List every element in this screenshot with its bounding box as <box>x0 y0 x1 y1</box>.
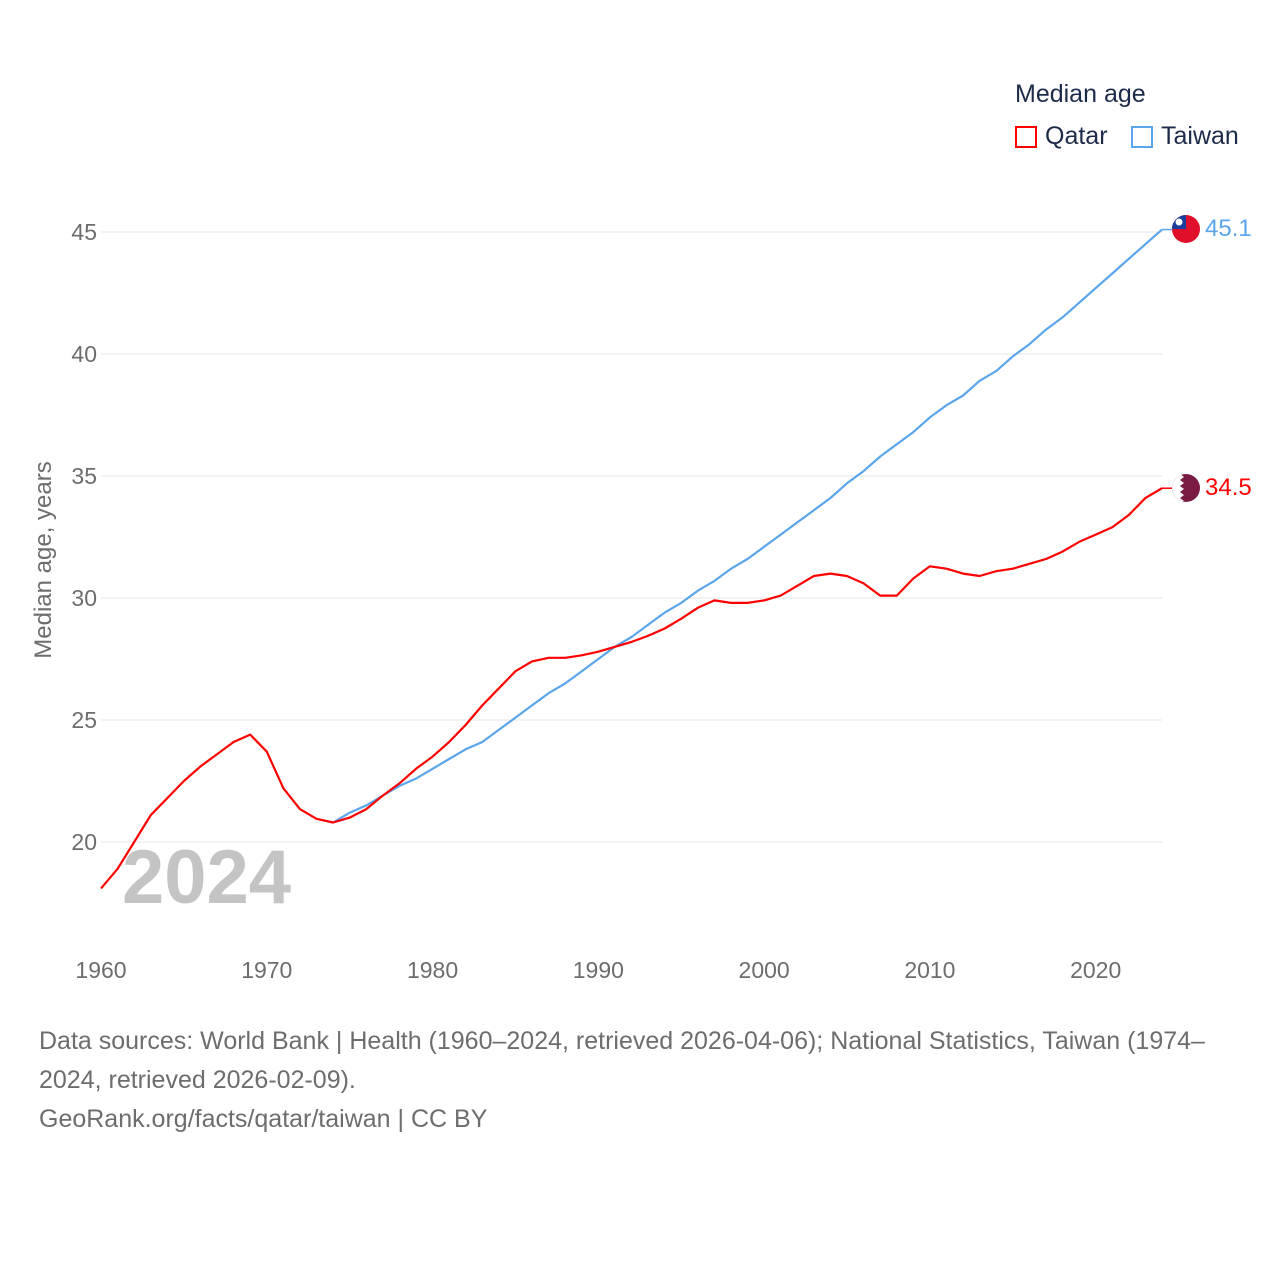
taiwan-flag-icon <box>1172 215 1200 243</box>
y-tick-label: 45 <box>71 219 97 245</box>
legend-swatch-taiwan <box>1131 125 1153 148</box>
line-chart: 20 25 30 35 40 45 1960 1970 1980 1990 2000 2010 202… <box>30 215 1252 983</box>
x-tick-label: 2020 <box>1070 957 1121 983</box>
taiwan-end-label: 45.1 <box>1205 215 1252 242</box>
series-line-taiwan <box>332 228 1163 824</box>
y-tick-label: 25 <box>71 707 97 733</box>
legend-title: Median age <box>1015 80 1146 108</box>
y-tick-label: 40 <box>71 341 97 367</box>
qatar-flag-icon <box>1172 474 1200 502</box>
y-tick-label: 30 <box>71 585 97 611</box>
legend-item-qatar[interactable]: Qatar <box>1015 122 1108 151</box>
x-tick-label: 1960 <box>75 957 126 983</box>
footer: Data sources: World Bank | Health (1960–… <box>39 1022 1249 1139</box>
data-sources: Data sources: World Bank | Health (1960–… <box>39 1027 1205 1094</box>
y-tick-label: 20 <box>71 829 97 855</box>
legend-label: Taiwan <box>1161 122 1239 150</box>
legend-item-taiwan[interactable]: Taiwan <box>1131 122 1239 151</box>
x-tick-label: 2000 <box>739 957 790 983</box>
qatar-end-label: 34.5 <box>1205 474 1252 501</box>
y-axis-label: Median age, years <box>30 461 57 658</box>
year-watermark: 2024 <box>122 835 291 920</box>
legend-swatch-qatar <box>1015 125 1037 148</box>
series-line-qatar <box>100 487 1163 890</box>
source-link[interactable]: GeoRank.org/facts/qatar/taiwan | CC BY <box>39 1105 488 1133</box>
x-tick-label: 1980 <box>407 957 458 983</box>
x-tick-label: 2010 <box>904 957 955 983</box>
y-tick-label: 35 <box>71 463 97 489</box>
x-tick-label: 1970 <box>241 957 292 983</box>
x-tick-label: 1990 <box>573 957 624 983</box>
legend-label: Qatar <box>1045 122 1108 150</box>
